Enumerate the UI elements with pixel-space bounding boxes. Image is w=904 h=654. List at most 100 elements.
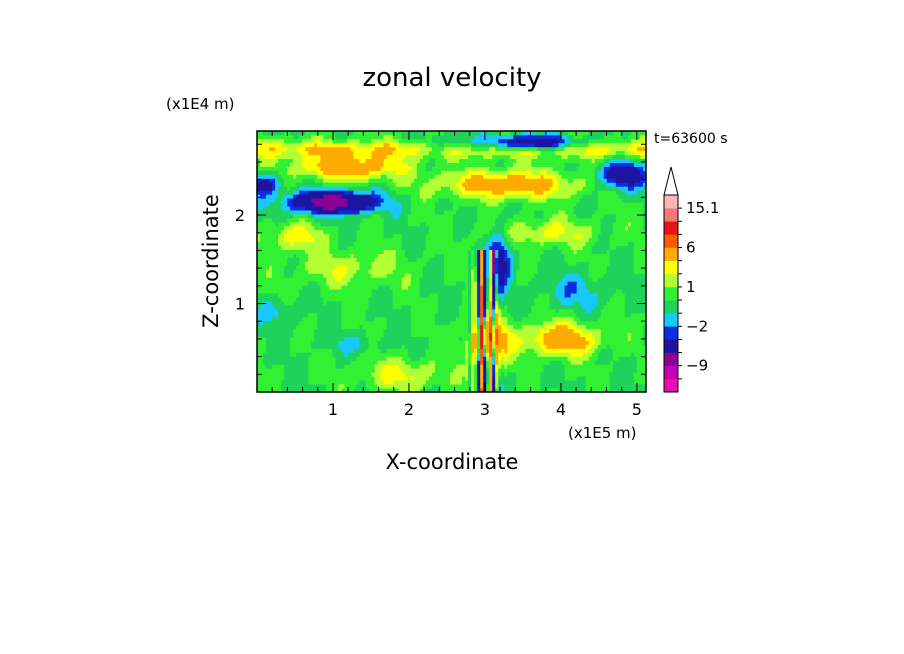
heatmap-cell — [341, 225, 345, 231]
heatmap-cell — [380, 293, 385, 298]
heatmap-cell — [465, 170, 469, 175]
heatmap-cell — [317, 166, 321, 171]
heatmap-cell — [395, 131, 400, 136]
heatmap-cell — [272, 186, 276, 191]
heatmap-cell — [398, 154, 403, 160]
heatmap-cell — [413, 146, 418, 152]
heatmap-cell — [266, 372, 270, 377]
heatmap-cell — [293, 245, 297, 251]
heatmap-cell — [483, 340, 487, 345]
heatmap-cell — [434, 281, 439, 286]
heatmap-cell — [380, 225, 385, 231]
heatmap-cell — [347, 269, 351, 274]
heatmap-cell — [272, 312, 276, 318]
heatmap-cell — [338, 352, 342, 357]
heatmap-cell — [257, 376, 261, 381]
heatmap-cell — [468, 277, 472, 282]
heatmap-cell — [410, 237, 415, 243]
heatmap-cell — [272, 229, 276, 235]
heatmap-cell — [329, 356, 333, 361]
heatmap-cell — [374, 344, 379, 349]
heatmap-cell — [422, 265, 427, 270]
heatmap-cell — [275, 289, 279, 294]
heatmap-cell — [419, 218, 424, 223]
heatmap-cell — [434, 340, 439, 345]
heatmap-cell — [453, 328, 457, 334]
heatmap-cell — [344, 380, 348, 385]
heatmap-cell — [413, 221, 418, 227]
heatmap-cell — [299, 210, 303, 215]
heatmap-cell — [434, 138, 439, 144]
heatmap-cell — [350, 328, 354, 334]
heatmap-cell — [462, 301, 466, 306]
heatmap-cell — [425, 134, 430, 140]
heatmap-cell — [471, 210, 475, 215]
heatmap-cell — [341, 348, 345, 353]
heatmap-cell — [344, 253, 348, 258]
heatmap-cell — [299, 237, 303, 243]
heatmap-cell — [389, 237, 394, 243]
heatmap-cell — [480, 289, 484, 294]
heatmap-cell — [368, 229, 372, 235]
heatmap-cell — [386, 305, 391, 310]
heatmap-cell — [471, 194, 475, 199]
heatmap-cell — [290, 214, 294, 219]
heatmap-cell — [341, 158, 345, 164]
heatmap-cell — [465, 376, 469, 381]
heatmap-cell — [465, 134, 469, 140]
heatmap-cell — [281, 154, 285, 160]
heatmap-cell — [392, 368, 397, 373]
heatmap-cell — [374, 281, 379, 286]
heatmap-cell — [332, 225, 336, 231]
heatmap-cell — [305, 154, 309, 160]
heatmap-cell — [437, 360, 442, 365]
heatmap-cell — [344, 261, 348, 266]
heatmap-cell — [398, 253, 403, 258]
heatmap-cell — [413, 198, 418, 203]
heatmap-cell — [431, 269, 436, 274]
heatmap-cell — [263, 340, 267, 345]
heatmap-cell — [326, 138, 330, 144]
heatmap-cell — [428, 301, 433, 306]
heatmap-cell — [428, 277, 433, 282]
heatmap-cell — [410, 194, 415, 199]
heatmap-cell — [299, 273, 303, 278]
heatmap-cell — [419, 202, 424, 207]
heatmap-cell — [386, 206, 391, 211]
heatmap-cell — [320, 380, 324, 385]
heatmap-cell — [437, 206, 442, 211]
heatmap-cell — [284, 376, 288, 381]
heatmap-cell — [314, 210, 318, 215]
heatmap-cell — [284, 332, 288, 338]
heatmap-cell — [260, 352, 264, 357]
heatmap-cell — [407, 229, 412, 235]
heatmap-cell — [468, 368, 472, 373]
heatmap-cell — [365, 384, 369, 389]
heatmap-cell — [374, 324, 379, 330]
heatmap-cell — [471, 214, 475, 219]
heatmap-cell — [299, 214, 303, 219]
heatmap-cell — [362, 277, 366, 282]
heatmap-cell — [356, 340, 360, 345]
heatmap-cell — [413, 154, 418, 160]
heatmap-cell — [398, 229, 403, 235]
heatmap-cell — [440, 336, 445, 341]
heatmap-cell — [347, 158, 351, 164]
heatmap-cell — [383, 360, 388, 365]
heatmap-cell — [374, 166, 379, 171]
heatmap-cell — [440, 241, 445, 247]
heatmap-cell — [468, 312, 472, 318]
heatmap-cell — [308, 233, 312, 239]
heatmap-cell — [332, 360, 336, 365]
heatmap-cell — [326, 281, 330, 286]
heatmap-cell — [422, 146, 427, 152]
heatmap-cell — [428, 293, 433, 298]
heatmap-cell — [335, 368, 339, 373]
heatmap-cell — [395, 336, 400, 341]
heatmap-cell — [392, 388, 397, 393]
heatmap-cell — [272, 308, 276, 314]
heatmap-cell — [338, 336, 342, 341]
heatmap-cell — [293, 210, 297, 215]
heatmap-cell — [350, 380, 354, 385]
heatmap-cell — [404, 305, 409, 310]
